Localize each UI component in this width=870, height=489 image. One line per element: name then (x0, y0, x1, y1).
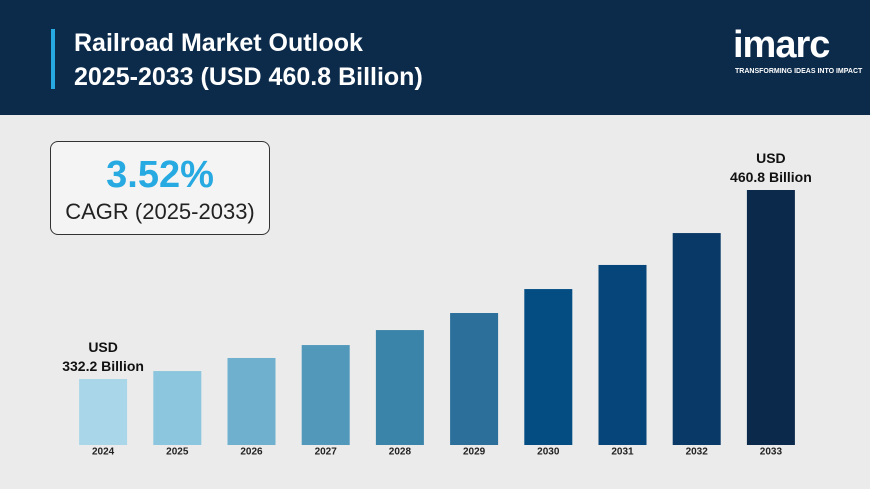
bar (79, 379, 128, 445)
bar (524, 289, 573, 445)
bar (227, 357, 276, 445)
bar (375, 330, 424, 445)
x-tick-label: 2029 (463, 447, 486, 458)
x-tick-label: 2027 (315, 447, 338, 458)
x-tick-label: 2033 (760, 447, 783, 458)
cagr-value: 3.52% (106, 154, 214, 196)
bar (450, 313, 499, 445)
x-tick-label: 2026 (240, 447, 263, 458)
cagr-box: 3.52% CAGR (2025-2033) (50, 141, 270, 235)
brand-logo: imarc (733, 24, 830, 66)
x-tick-label: 2028 (389, 447, 412, 458)
value-label: USD 332.2 Billion (62, 339, 144, 374)
bar (598, 264, 647, 445)
brand-tagline: TRANSFORMING IDEAS INTO IMPACT (735, 68, 863, 75)
x-tick-label: 2030 (537, 447, 560, 458)
value-label: USD 460.8 Billion (730, 150, 812, 185)
x-tick-label: 2031 (611, 447, 634, 458)
chart-title: Railroad Market Outlook 2025-2033 (USD 4… (74, 29, 423, 91)
bar (153, 371, 202, 445)
bar (746, 190, 795, 445)
x-tick-label: 2024 (92, 447, 115, 458)
x-tick-label: 2032 (686, 447, 709, 458)
bar (301, 345, 350, 445)
x-tick-label: 2025 (166, 447, 189, 458)
cagr-label: CAGR (2025-2033) (65, 199, 255, 224)
bar (672, 233, 721, 445)
header (0, 0, 870, 115)
accent-bar (51, 29, 55, 89)
